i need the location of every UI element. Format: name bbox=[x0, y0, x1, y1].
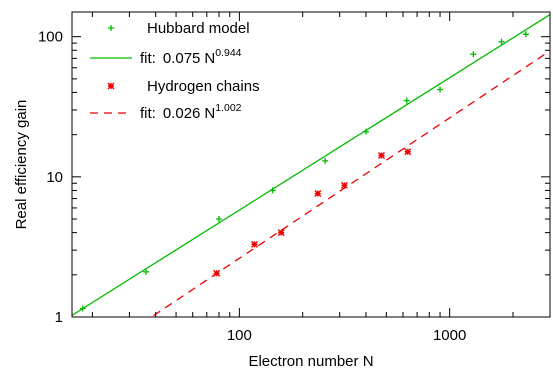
x-tick-label: 1000 bbox=[433, 327, 466, 344]
legend-fit-name: fit: bbox=[140, 50, 156, 67]
data-point-series-0-4 bbox=[322, 157, 329, 164]
x-axis-title: Electron number N bbox=[248, 353, 373, 370]
data-point-series-2-2 bbox=[277, 229, 285, 237]
y-tick-label: 100 bbox=[38, 29, 63, 46]
data-point-series-2-1 bbox=[250, 240, 258, 248]
legend-fit-exponent: 0.944 bbox=[215, 47, 241, 59]
data-point-series-0-9 bbox=[498, 38, 505, 45]
y-tick-label: 10 bbox=[46, 169, 63, 186]
y-tick-label: 1 bbox=[55, 309, 63, 326]
data-point-series-0-6 bbox=[403, 97, 410, 104]
legend-fit-name: fit: bbox=[140, 105, 156, 122]
legend-fit-coef: 0.075 bbox=[163, 50, 201, 67]
legend-label: fit: 0.075 N0.944 bbox=[140, 47, 242, 67]
data-marks bbox=[72, 14, 550, 317]
plot-frame bbox=[71, 11, 551, 318]
legend-label: fit: 0.026 N1.002 bbox=[140, 102, 242, 122]
data-point-series-0-7 bbox=[437, 86, 444, 93]
data-point-series-2-5 bbox=[377, 152, 385, 159]
legend-fit-base: N bbox=[204, 105, 215, 122]
fit-line-series-1 bbox=[72, 14, 550, 316]
fit-line-series-3 bbox=[150, 50, 550, 317]
legend-label: Hydrogen chains bbox=[147, 78, 260, 95]
data-point-series-2-4 bbox=[340, 181, 348, 189]
data-point-series-0-1 bbox=[143, 268, 150, 275]
legend-entry: Hydrogen chains bbox=[107, 78, 260, 95]
x-tick-label: 100 bbox=[227, 327, 252, 344]
y-axis-title: Real efficiency gain bbox=[13, 100, 30, 230]
data-point-series-0-2 bbox=[215, 216, 222, 223]
legend-entry: fit: 0.075 N0.944 bbox=[90, 47, 242, 67]
data-point-series-0-8 bbox=[470, 51, 477, 58]
legend-fit-exponent: 1.002 bbox=[215, 102, 241, 114]
legend-fit-coef: 0.026 bbox=[163, 105, 201, 122]
data-point-series-2-3 bbox=[314, 190, 322, 198]
legend-label: Hubbard model bbox=[147, 20, 250, 37]
data-point-series-0-10 bbox=[522, 31, 529, 38]
data-point-series-2-6 bbox=[404, 148, 412, 156]
axis-labels: Electron number N Real efficiency gain bbox=[13, 100, 374, 370]
legend-marker-sample bbox=[108, 25, 114, 31]
legend-entry: fit: 0.026 N1.002 bbox=[90, 102, 242, 122]
legend-marker-sample bbox=[107, 82, 115, 90]
legend-fit-base: N bbox=[204, 50, 215, 67]
axes: 100 1000 1 10 100 bbox=[38, 11, 551, 344]
legend-entry: Hubbard model bbox=[108, 20, 250, 37]
